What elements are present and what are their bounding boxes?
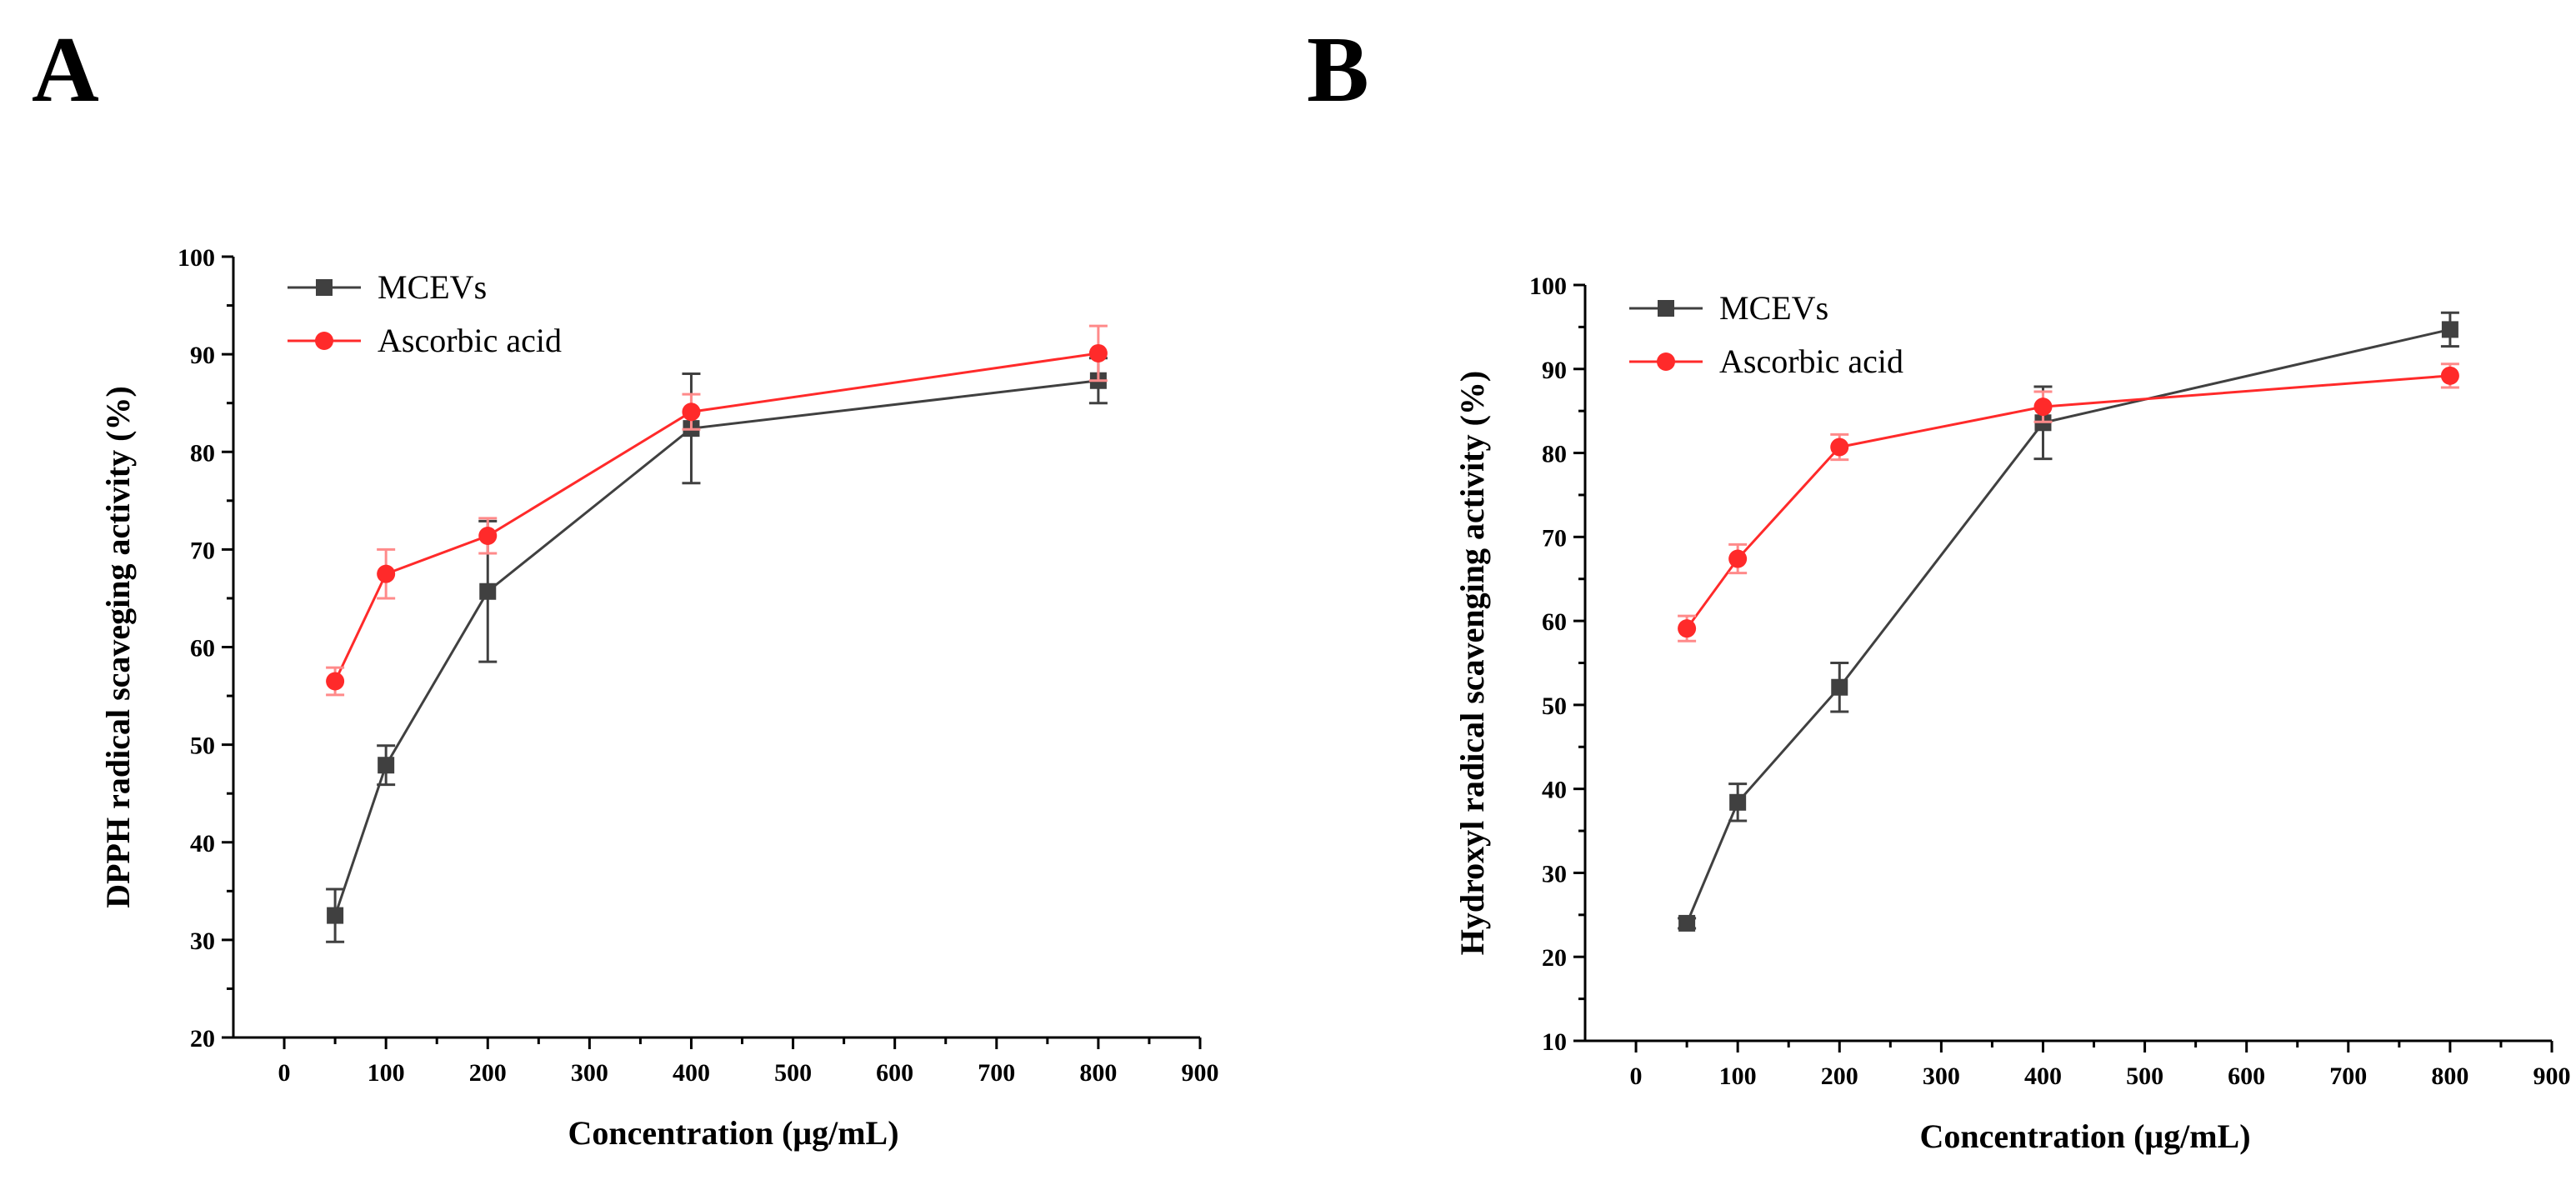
c1-x-tick-label: 600 <box>2228 1062 2265 1090</box>
c0-y-tick-label: 70 <box>190 537 215 564</box>
c0-s1-data-point <box>326 672 345 691</box>
c0-y-tick-label: 20 <box>190 1025 215 1052</box>
c1-s1-legend-marker <box>1657 352 1675 371</box>
c1-s1-series-line <box>1685 374 2451 630</box>
c0-y-tick-label: 90 <box>190 342 215 369</box>
c0-x-axis-title: Concentration (μg/mL) <box>568 1114 898 1152</box>
c1-x-tick-label: 900 <box>2533 1062 2571 1090</box>
c1-x-tick-label: 100 <box>1719 1062 1757 1090</box>
c0-s0-legend-label: MCEVs <box>378 268 487 306</box>
c1-y-tick-label: 10 <box>1542 1028 1567 1056</box>
c1-x-tick-label: 300 <box>1923 1062 1960 1090</box>
c1-y-tick-label: 40 <box>1542 777 1567 804</box>
c0-s1-data-point <box>1088 343 1108 362</box>
c1-y-tick-label: 30 <box>1542 860 1567 888</box>
c0-s1-data-point <box>682 402 701 422</box>
c0-s1-data-point <box>478 526 498 545</box>
c1-s1-data-point <box>2440 366 2459 385</box>
c0-x-tick-label: 800 <box>1079 1059 1117 1087</box>
c0-s0-data-point <box>479 582 497 600</box>
c1-y-tick-label: 70 <box>1542 524 1567 552</box>
c1-s1-legend-label: Ascorbic acid <box>1719 342 1903 380</box>
c1-y-tick-label: 100 <box>1529 272 1567 300</box>
c0-x-tick-label: 200 <box>469 1059 507 1087</box>
c0-s1-legend-label: Ascorbic acid <box>378 322 562 359</box>
panel-label-b: B <box>1307 18 1369 122</box>
panel-label-a: A <box>32 18 99 122</box>
c1-x-tick-label: 800 <box>2431 1062 2468 1090</box>
c1-s1-data-point <box>1728 549 1748 568</box>
c1-x-tick-label: 400 <box>2024 1062 2062 1090</box>
c0-x-tick-label: 400 <box>673 1059 710 1087</box>
c0-x-tick-label: 500 <box>774 1059 812 1087</box>
c1-x-tick-label: 0 <box>1630 1062 1643 1090</box>
c1-y-axis-title: Hydroxyl radical scavenging activity (%) <box>1453 371 1491 955</box>
c1-s0-data-point <box>1831 678 1848 696</box>
c1-s0-data-point <box>2441 321 2458 338</box>
c1-y-tick-label: 50 <box>1542 692 1567 720</box>
c1-y-tick-label: 80 <box>1542 441 1567 468</box>
c0-x-tick-label: 700 <box>978 1059 1015 1087</box>
c1-s0-data-point <box>1678 914 1696 932</box>
c0-s0-legend-marker <box>316 279 333 296</box>
c1-s0-series-line <box>1685 328 2451 924</box>
c0-x-tick-label: 0 <box>278 1059 291 1087</box>
c1-s1-data-point <box>1830 438 1849 457</box>
c1-s0-legend-label: MCEVs <box>1719 289 1828 327</box>
c1-y-tick-label: 20 <box>1542 944 1567 972</box>
c0-y-tick-label: 100 <box>178 244 215 272</box>
c0-s0-data-point <box>378 757 395 774</box>
c0-s0-data-point <box>327 907 344 924</box>
c0-x-tick-label: 100 <box>368 1059 405 1087</box>
c0-x-tick-label: 600 <box>876 1059 913 1087</box>
c1-y-tick-label: 90 <box>1542 357 1567 384</box>
c0-s1-data-point <box>377 564 396 583</box>
c0-y-axis-title: DPPH radical scaveging activity (%) <box>99 386 137 908</box>
c0-y-tick-label: 60 <box>190 635 215 662</box>
c1-x-tick-label: 500 <box>2126 1062 2163 1090</box>
c1-s0-data-point <box>1729 793 1747 811</box>
c0-y-tick-label: 40 <box>190 830 215 858</box>
c1-x-tick-label: 200 <box>1821 1062 1858 1090</box>
c0-y-tick-label: 80 <box>190 439 215 467</box>
c1-s1-data-point <box>2033 398 2053 417</box>
c1-s1-data-point <box>1678 619 1697 638</box>
c0-s1-legend-marker <box>315 332 333 350</box>
c0-x-tick-label: 300 <box>571 1059 608 1087</box>
c1-y-tick-label: 60 <box>1542 608 1567 636</box>
c0-x-tick-label: 900 <box>1182 1059 1219 1087</box>
c1-s0-legend-marker <box>1658 300 1674 317</box>
c1-x-axis-title: Concentration (μg/mL) <box>1919 1118 2250 1155</box>
c1-x-tick-label: 700 <box>2329 1062 2367 1090</box>
c0-y-tick-label: 50 <box>190 732 215 760</box>
c0-y-tick-label: 30 <box>190 928 215 955</box>
